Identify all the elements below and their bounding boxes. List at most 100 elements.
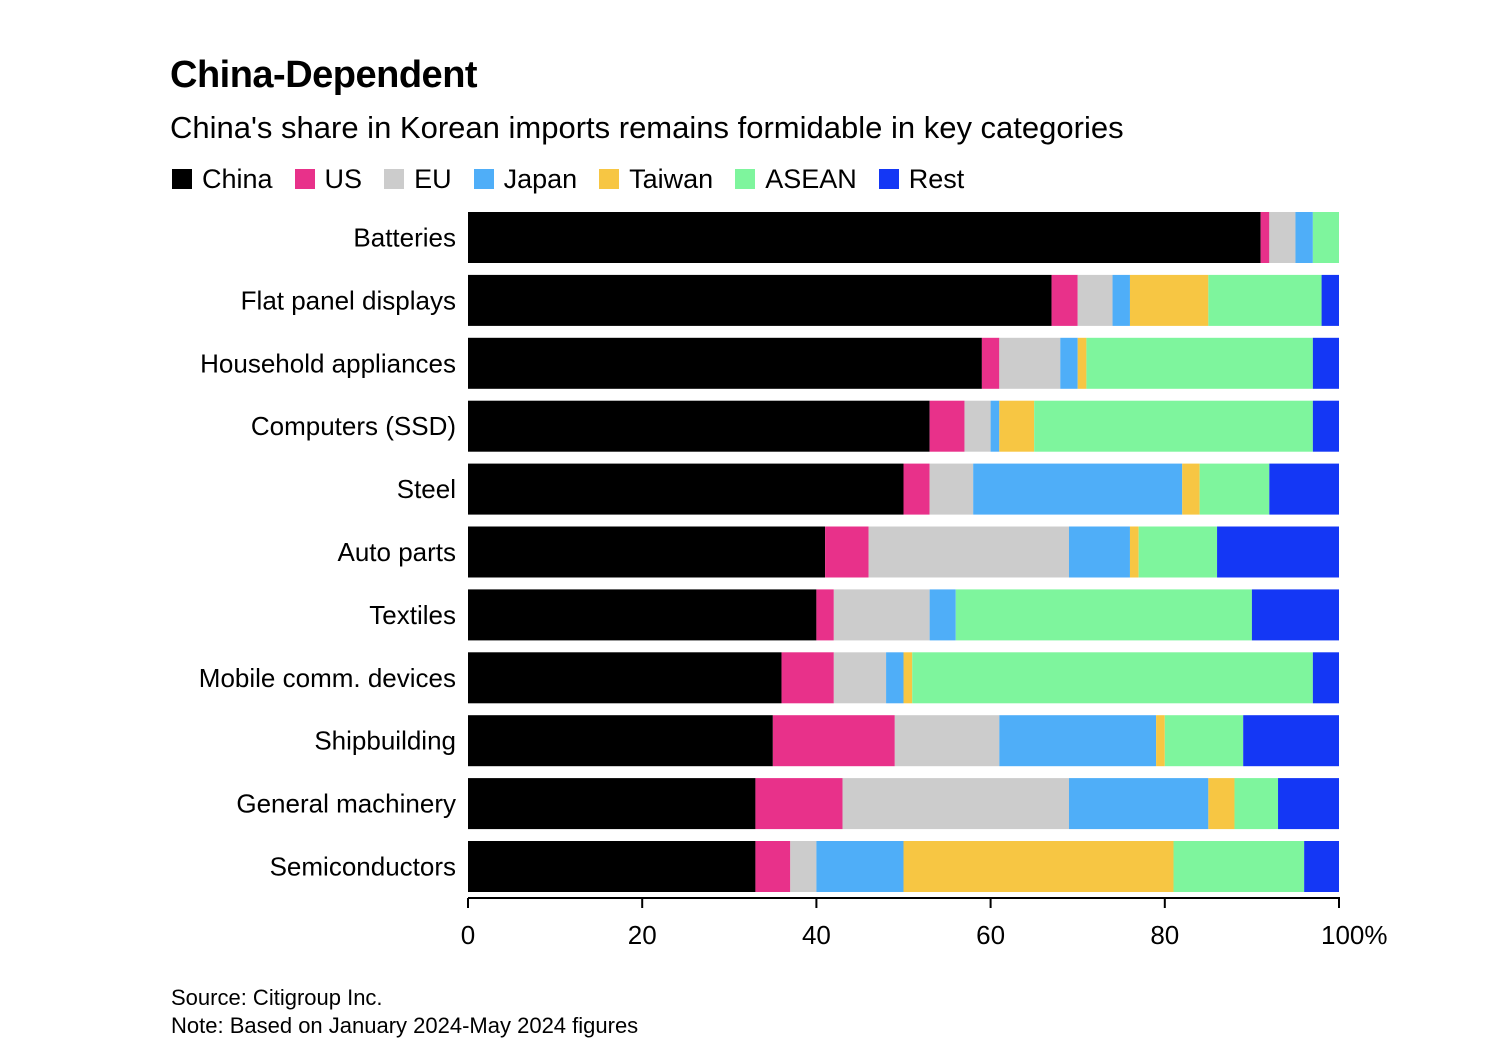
- bar-group-mobile-comm-devices: [468, 652, 1339, 704]
- bar-steel-japan: [973, 463, 1183, 515]
- legend-item-eu: EU: [384, 164, 452, 195]
- category-label-shipbuilding: Shipbuilding: [314, 726, 456, 756]
- bar-flat-panel-displays-china: [468, 274, 1052, 326]
- chart-title: China-Dependent: [170, 54, 478, 96]
- chart-subtitle: China's share in Korean imports remains …: [170, 110, 1124, 145]
- bar-household-appliances-china: [468, 337, 982, 389]
- bar-group-household-appliances: [468, 337, 1339, 389]
- bar-semiconductors-rest: [1304, 841, 1339, 892]
- bar-mobile-comm-devices-china: [468, 652, 782, 704]
- legend-swatch-eu: [384, 169, 405, 189]
- bar-mobile-comm-devices-rest: [1312, 652, 1339, 704]
- bar-shipbuilding-taiwan: [1156, 715, 1165, 767]
- legend-swatch-rest: [878, 169, 899, 189]
- category-label-mobile-comm-devices: Mobile comm. devices: [199, 663, 456, 693]
- bar-steel-taiwan: [1182, 463, 1200, 515]
- bar-semiconductors-japan: [816, 841, 904, 892]
- x-tick-label-20: 20: [628, 920, 657, 950]
- legend-item-japan: Japan: [473, 164, 577, 195]
- legend: China US EU Japan Taiwan ASEAN Rest: [172, 162, 986, 196]
- bar-computers-ssd-rest: [1312, 400, 1339, 452]
- bar-computers-ssd-asean: [1034, 400, 1313, 452]
- x-tick-label-100: 100%: [1321, 920, 1388, 950]
- bar-textiles-rest: [1251, 589, 1339, 641]
- bar-batteries-asean: [1312, 212, 1339, 263]
- bar-textiles-eu: [833, 589, 930, 641]
- bar-flat-panel-displays-us: [1051, 274, 1078, 326]
- legend-swatch-taiwan: [599, 169, 620, 189]
- bar-semiconductors-china: [468, 841, 756, 892]
- bar-group-flat-panel-displays: [468, 274, 1339, 326]
- bar-household-appliances-japan: [1060, 337, 1078, 389]
- bar-shipbuilding-china: [468, 715, 773, 767]
- bar-flat-panel-displays-asean: [1208, 274, 1322, 326]
- bar-general-machinery-japan: [1068, 778, 1209, 830]
- category-label-flat-panel-displays: Flat panel displays: [241, 285, 456, 315]
- bar-flat-panel-displays-japan: [1112, 274, 1130, 326]
- bar-flat-panel-displays-eu: [1077, 274, 1113, 326]
- x-tick-label-60: 60: [976, 920, 1005, 950]
- bar-household-appliances-us: [981, 337, 1000, 389]
- x-tick-label-40: 40: [802, 920, 831, 950]
- bar-shipbuilding-rest: [1243, 715, 1339, 767]
- bar-computers-ssd-us: [929, 400, 965, 452]
- bar-group-shipbuilding: [468, 715, 1339, 767]
- bar-steel-asean: [1199, 463, 1270, 515]
- bar-household-appliances-taiwan: [1077, 337, 1087, 389]
- category-label-household-appliances: Household appliances: [200, 348, 456, 378]
- category-label-steel: Steel: [397, 474, 456, 504]
- bar-steel-us: [903, 463, 930, 515]
- bar-household-appliances-asean: [1086, 337, 1313, 389]
- bar-general-machinery-taiwan: [1208, 778, 1235, 830]
- bar-computers-ssd-china: [468, 400, 930, 452]
- bar-group-textiles: [468, 589, 1339, 641]
- legend-label-rest: Rest: [908, 163, 965, 194]
- figures-note: Note: Based on January 2024-May 2024 fig…: [171, 1013, 639, 1038]
- bar-computers-ssd-japan: [990, 400, 1000, 452]
- bar-mobile-comm-devices-asean: [912, 652, 1313, 704]
- bar-general-machinery-china: [468, 778, 756, 830]
- legend-swatch-japan: [473, 169, 494, 189]
- bar-textiles-asean: [955, 589, 1252, 641]
- bar-mobile-comm-devices-taiwan: [903, 652, 913, 704]
- bar-shipbuilding-asean: [1164, 715, 1244, 767]
- bar-group-semiconductors: [468, 841, 1339, 892]
- bar-textiles-us: [816, 589, 834, 641]
- bar-general-machinery-rest: [1278, 778, 1339, 830]
- bar-household-appliances-rest: [1312, 337, 1339, 389]
- bar-group-computers-ssd: [468, 400, 1339, 452]
- bar-flat-panel-displays-taiwan: [1129, 274, 1209, 326]
- bar-group-general-machinery: [468, 778, 1339, 830]
- bar-steel-china: [468, 463, 904, 515]
- x-tick-label-80: 80: [1150, 920, 1179, 950]
- bar-textiles-china: [468, 589, 817, 641]
- legend-label-asean: ASEAN: [765, 163, 857, 194]
- bar-general-machinery-eu: [842, 778, 1069, 830]
- legend-label-us: US: [324, 163, 363, 194]
- legend-item-taiwan: Taiwan: [599, 164, 713, 195]
- legend-swatch-asean: [735, 169, 756, 189]
- bar-auto-parts-china: [468, 526, 826, 578]
- bar-computers-ssd-eu: [964, 400, 991, 452]
- bar-general-machinery-us: [755, 778, 843, 830]
- category-label-batteries: Batteries: [353, 223, 456, 253]
- bar-flat-panel-displays-rest: [1321, 274, 1339, 326]
- category-label-semiconductors: Semiconductors: [270, 852, 456, 882]
- bar-mobile-comm-devices-japan: [886, 652, 904, 704]
- bar-shipbuilding-eu: [894, 715, 1000, 767]
- bar-textiles-japan: [929, 589, 956, 641]
- bar-auto-parts-eu: [868, 526, 1069, 578]
- bar-shipbuilding-japan: [999, 715, 1157, 767]
- bar-group-batteries: [468, 212, 1339, 263]
- bar-semiconductors-taiwan: [903, 841, 1174, 892]
- bar-batteries-us: [1260, 212, 1270, 263]
- legend-label-eu: EU: [414, 163, 452, 194]
- legend-swatch-china: [172, 169, 192, 189]
- legend-item-us: US: [294, 163, 363, 195]
- legend-item-china: China: [172, 164, 273, 195]
- category-label-computers-ssd: Computers (SSD): [251, 411, 456, 441]
- bar-general-machinery-asean: [1234, 778, 1279, 830]
- legend-swatch-us: [294, 169, 315, 189]
- bar-auto-parts-rest: [1217, 526, 1339, 578]
